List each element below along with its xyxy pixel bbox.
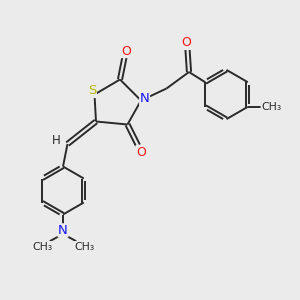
Text: O: O [121,44,131,58]
Text: CH₃: CH₃ [261,102,281,112]
Text: H: H [52,134,61,148]
Text: O: O [181,36,191,50]
Text: CH₃: CH₃ [74,242,94,252]
Text: N: N [140,92,149,106]
Text: S: S [88,84,96,98]
Text: CH₃: CH₃ [32,242,52,252]
Text: O: O [136,146,146,159]
Text: N: N [58,224,68,237]
